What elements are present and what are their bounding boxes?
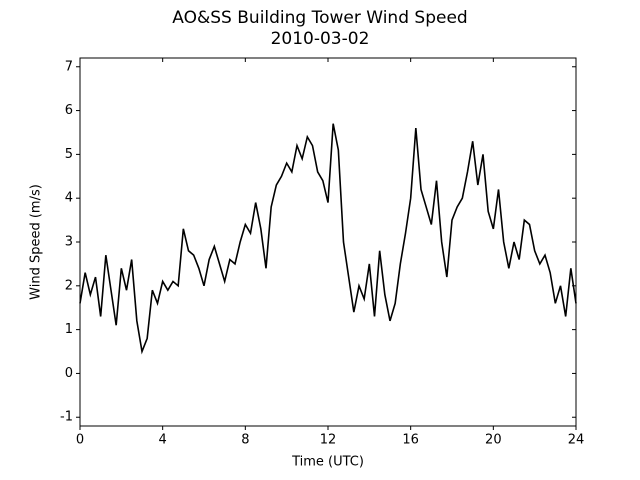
y-axis-label: Wind Speed (m/s) xyxy=(29,184,44,300)
chart-title: AO&SS Building Tower Wind Speed xyxy=(172,8,467,28)
plot-frame xyxy=(79,57,577,427)
y-tick-label: 3 xyxy=(65,235,73,250)
y-tick-label: 7 xyxy=(65,59,73,74)
y-tick-label: 6 xyxy=(65,103,73,118)
y-tick-label: 4 xyxy=(65,191,73,206)
chart-subtitle: 2010-03-02 xyxy=(271,29,370,49)
x-axis-label: Time (UTC) xyxy=(291,455,364,470)
x-tick-label: 8 xyxy=(241,433,249,448)
y-tick-label: 0 xyxy=(65,366,73,381)
y-tick-label: -1 xyxy=(60,410,73,425)
x-tick-label: 24 xyxy=(568,433,585,448)
y-tick-label: 1 xyxy=(65,322,73,337)
x-tick-label: 4 xyxy=(159,433,167,448)
y-tick-label: 5 xyxy=(65,147,73,162)
x-tick-label: 20 xyxy=(485,433,502,448)
data-line xyxy=(79,123,577,355)
x-tick-label: 12 xyxy=(320,433,337,448)
x-tick-label: 16 xyxy=(402,433,419,448)
x-tick-label: 0 xyxy=(76,433,84,448)
y-tick-label: 2 xyxy=(65,278,73,293)
